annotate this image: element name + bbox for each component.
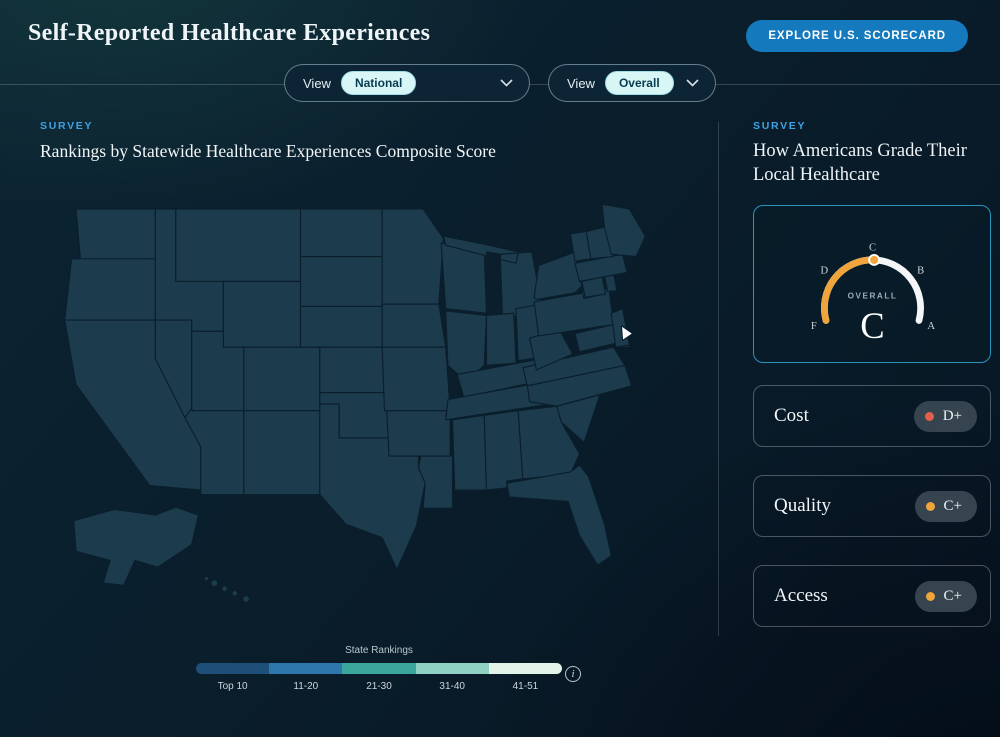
state-ne[interactable] xyxy=(299,305,386,348)
page-title: Self-Reported Healthcare Experiences xyxy=(28,20,431,46)
state-mo[interactable] xyxy=(381,346,451,412)
chevron-down-icon xyxy=(686,79,699,87)
grade-value: C+ xyxy=(943,587,962,604)
grade-value: D+ xyxy=(942,407,962,424)
state-fl[interactable] xyxy=(506,464,612,566)
top-bar: Self-Reported Healthcare Experiences EXP… xyxy=(0,0,1000,58)
grade-card-label: Quality xyxy=(774,495,831,517)
dropdown-label: View xyxy=(303,75,331,91)
legend-bucket-label: 31-40 xyxy=(439,681,465,692)
view-national-dropdown[interactable]: View National xyxy=(284,64,530,102)
legend-bucket-label: Top 10 xyxy=(217,681,248,692)
us-choropleth-map xyxy=(64,203,646,603)
grades-panel-title: How Americans Grade Their Local Healthca… xyxy=(753,141,967,185)
legend-swatch xyxy=(342,663,416,674)
legend-swatch xyxy=(415,663,489,674)
grade-card-access[interactable]: Access C+ xyxy=(753,565,991,628)
info-icon[interactable]: i xyxy=(565,666,581,682)
map-callout-marker xyxy=(620,325,634,341)
state-la[interactable] xyxy=(417,455,454,509)
view-overall-dropdown[interactable]: View Overall xyxy=(548,64,716,102)
grade-card-cost[interactable]: Cost D+ xyxy=(753,385,991,448)
legend-color-bar xyxy=(196,663,562,674)
grade-badge: C+ xyxy=(914,580,977,612)
lake-michigan-cutout xyxy=(485,251,503,317)
state-ia[interactable] xyxy=(381,303,447,348)
dropdown-selected-value: Overall xyxy=(604,71,674,95)
gauge-scale-label-b: B xyxy=(917,266,924,277)
state-ak[interactable] xyxy=(73,506,200,586)
grade-card-label: Access xyxy=(774,585,828,607)
explore-scorecard-button[interactable]: EXPLORE U.S. SCORECARD xyxy=(746,20,968,52)
gauge-scale-label-f: F xyxy=(810,322,816,333)
state-al[interactable] xyxy=(483,410,524,491)
state-mn[interactable] xyxy=(381,208,444,305)
state-mt[interactable] xyxy=(175,208,302,283)
legend-bucket-label: 11-20 xyxy=(293,681,319,692)
gauge-scale-label-a: A xyxy=(927,322,935,333)
legend-swatch xyxy=(488,663,562,674)
state-sd[interactable] xyxy=(299,255,383,307)
vertical-divider xyxy=(718,122,719,636)
legend-title: State Rankings xyxy=(345,645,413,656)
grade-badge: D+ xyxy=(913,400,977,432)
state-co[interactable] xyxy=(243,346,321,412)
state-wy[interactable] xyxy=(222,280,302,348)
gauge-needle-dot xyxy=(867,254,880,267)
state-ar[interactable] xyxy=(386,410,451,457)
grades-panel: SURVEY How Americans Grade Their Local H… xyxy=(719,120,1000,692)
state-hi[interactable] xyxy=(203,575,251,603)
dropdown-label: View xyxy=(567,75,595,91)
map-section: SURVEY Rankings by Statewide Healthcare … xyxy=(40,120,718,692)
survey-eyebrow: SURVEY xyxy=(40,120,94,132)
legend-labels: Top 10 11-20 21-30 31-40 41-51 xyxy=(196,681,562,692)
map-legend: State Rankings Top 10 11-20 21-30 31-40 41-5… xyxy=(169,645,589,692)
state-va[interactable] xyxy=(522,346,626,387)
grade-card-label: Cost xyxy=(774,405,809,427)
grade-dot-icon xyxy=(925,501,935,511)
chevron-down-icon xyxy=(500,79,513,87)
grade-card-quality[interactable]: Quality C+ xyxy=(753,475,991,538)
map-title: Rankings by Statewide Healthcare Experie… xyxy=(40,141,496,161)
grade-dot-icon xyxy=(925,591,935,601)
gauge-accent-arc xyxy=(820,256,878,325)
filter-row: View National View Overall xyxy=(0,64,1000,104)
dropdown-selected-value: National xyxy=(340,71,417,95)
state-me[interactable] xyxy=(601,203,646,258)
survey-eyebrow: SURVEY xyxy=(753,120,807,132)
state-in[interactable] xyxy=(485,312,517,366)
legend-bucket-label: 41-51 xyxy=(512,681,539,692)
state-wa[interactable] xyxy=(75,208,156,262)
state-or[interactable] xyxy=(64,258,156,321)
overall-grade-gauge-card: F D C B A OVERALL C xyxy=(753,205,991,364)
state-ms[interactable] xyxy=(451,414,488,491)
gauge-overall-label: OVERALL xyxy=(847,292,897,301)
grade-value: C+ xyxy=(943,497,962,514)
gauge-scale-label-c: C xyxy=(868,243,875,254)
gauge-center-grade: C xyxy=(860,305,884,346)
state-nm[interactable] xyxy=(243,410,321,496)
legend-swatch xyxy=(269,663,343,674)
gauge-scale-label-d: D xyxy=(820,266,828,277)
legend-bucket-label: 21-30 xyxy=(366,681,392,692)
grade-dot-icon xyxy=(924,411,934,421)
grade-badge: C+ xyxy=(914,490,977,522)
state-nd[interactable] xyxy=(299,208,383,258)
main-content: SURVEY Rankings by Statewide Healthcare … xyxy=(0,104,1000,692)
legend-swatch xyxy=(196,663,270,674)
grade-gauge: F D C B A OVERALL C xyxy=(810,243,935,347)
